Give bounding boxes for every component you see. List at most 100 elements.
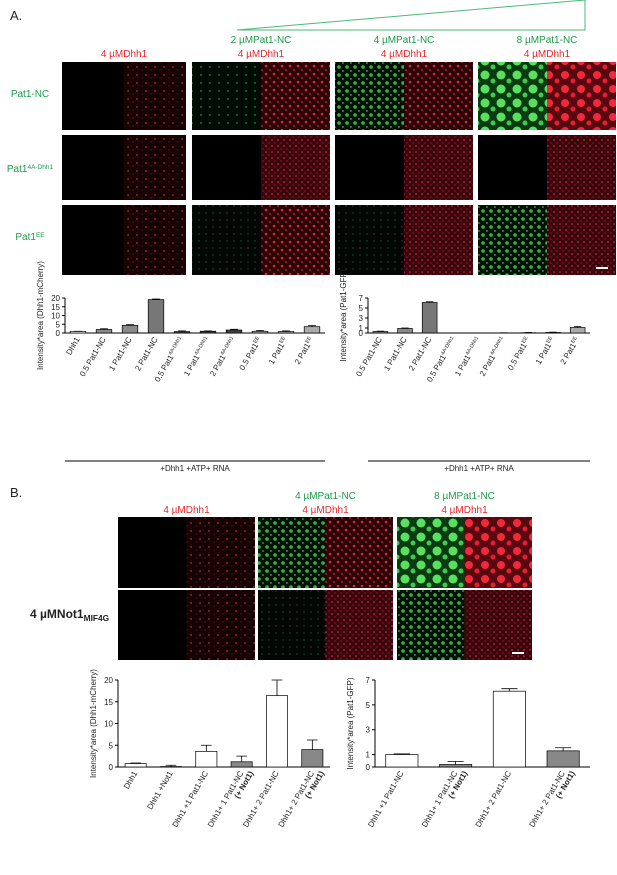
x-tick-label-sup: EE	[304, 335, 313, 344]
micrograph-green	[478, 205, 547, 275]
error-bar	[447, 761, 464, 765]
column-header: 4 µMDhh1	[381, 49, 428, 60]
bar	[95, 329, 113, 334]
error-bar	[401, 327, 409, 329]
x-tick-label: 1 Pat1-NC	[382, 335, 409, 372]
row-label-main: Pat1	[15, 232, 36, 243]
micrograph-green	[192, 205, 261, 275]
micrograph-green	[335, 135, 404, 200]
column-header: 4 µMPat1-NC	[295, 491, 356, 502]
x-tick-label-main: 2 Pat1-NC	[407, 335, 434, 372]
row-label: 4 µMNot1MIF4G	[30, 607, 109, 623]
column-header: 4 µMDhh1	[163, 505, 210, 516]
micrograph-green	[478, 62, 547, 130]
row-label-main: Pat1-NC	[11, 89, 49, 100]
x-tick-label-sup: 4A-Dhh1	[465, 335, 480, 356]
x-tick-label: 2 Pat14A-Dhh1	[478, 335, 508, 377]
x-tick-label-sup: EE	[278, 335, 287, 344]
error-bar	[307, 739, 318, 750]
error-bar	[393, 753, 410, 755]
x-tick-label-main: 2 Pat1-NC	[133, 335, 160, 372]
column-header: 4 µMDhh1	[524, 49, 571, 60]
y-tick-label: 1	[359, 324, 364, 333]
row-label-main: 4 µMNot1	[30, 607, 84, 621]
x-tick-label: 1 Pat1EE	[267, 335, 290, 366]
micrograph-green	[62, 205, 124, 275]
error-bar	[256, 329, 264, 332]
bar	[492, 690, 526, 768]
x-axis-label: +Dhh1 +ATP+ RNA	[444, 464, 514, 473]
x-tick-label: Dhh1	[64, 335, 82, 357]
micrograph-red	[124, 62, 186, 130]
y-tick-label: 10	[104, 720, 113, 729]
x-tick-label: 2 Pat14A-Dhh1	[208, 335, 238, 377]
x-tick-label: 0.5 Pat1EE	[238, 335, 264, 372]
x-tick-label: 0.5 Pat1-NC	[78, 335, 108, 378]
error-bar	[152, 298, 160, 300]
x-tick-label-sup: 4A-Dhh1	[220, 335, 235, 356]
x-tick-label-sup: 4A-Dhh1	[489, 335, 504, 356]
column-header: 4 µMDhh1	[101, 49, 148, 60]
micrograph-red	[464, 517, 532, 588]
row-label-sup: 4A-Dhh1	[27, 164, 53, 171]
column-header: 4 µMDhh1	[441, 505, 488, 516]
bar	[372, 331, 389, 334]
error-bar	[425, 301, 434, 303]
x-tick-label-sup: 4A-Dhh1	[440, 335, 455, 356]
x-tick-label-sup: EE	[545, 335, 554, 344]
x-tick-label-main: 2 Pat1	[293, 341, 313, 366]
micrograph-red	[325, 517, 393, 588]
x-tick-label-main: 1 Pat1-NC	[382, 335, 409, 372]
y-tick-label: 1	[366, 751, 371, 760]
y-axis-label: Intensity*area (Pat1-GFP)	[339, 269, 348, 361]
error-bar	[282, 330, 290, 332]
micrograph-green	[478, 135, 547, 200]
concentration-wedge	[236, 0, 586, 31]
error-bar	[308, 325, 316, 327]
x-tick-label-main: 0.5 Pat1-NC	[354, 335, 384, 378]
y-tick-label: 15	[51, 303, 60, 312]
bar	[195, 750, 218, 768]
bar	[385, 754, 419, 768]
x-tick-label-main: 1 Pat1	[534, 341, 554, 366]
row-label-main: Pat1	[7, 164, 28, 175]
x-tick-label-main: 2 Pat1	[559, 341, 579, 366]
micrograph-red	[547, 135, 616, 200]
x-tick-label: 2 Pat1-NC	[407, 335, 434, 372]
column-header: 4 µMDhh1	[302, 505, 349, 516]
y-tick-label: 5	[56, 320, 61, 329]
x-tick-label: 2 Pat1EE	[559, 335, 582, 366]
micrograph-green	[258, 590, 326, 660]
error-bar	[201, 744, 212, 752]
row-label-sub: MIF4G	[84, 613, 110, 623]
micrograph-green	[62, 62, 124, 130]
x-tick-label-main: 0.5 Pat1	[506, 341, 529, 372]
x-tick-label-sup: EE	[252, 335, 261, 344]
bar	[303, 326, 321, 334]
bar	[121, 324, 139, 334]
y-tick-label: 0	[109, 763, 114, 772]
x-tick-label: Dhh1 +1 Pat1-NC	[366, 769, 406, 829]
column-header: 8 µMPat1-NC	[434, 491, 495, 502]
bar	[199, 330, 217, 334]
y-tick-label: 15	[104, 698, 113, 707]
bar	[225, 329, 243, 334]
micrograph-red	[186, 517, 255, 588]
column-header: 2 µMPat1-NC	[231, 35, 292, 46]
x-tick-label-main: 1 Pat1	[453, 353, 473, 378]
x-tick-label-sup: 4A-Dhh1	[168, 335, 183, 356]
bar	[439, 764, 473, 768]
column-header: 4 µMDhh1	[238, 49, 285, 60]
y-tick-label: 3	[359, 314, 364, 323]
micrograph-green	[192, 135, 261, 200]
x-tick-label-main: 2 Pat1	[478, 353, 498, 378]
bar	[545, 332, 561, 334]
x-tick-label-main: 1 Pat1	[267, 341, 287, 366]
scale-bar	[596, 267, 608, 269]
y-tick-label: 5	[109, 741, 114, 750]
micrograph-red	[325, 590, 393, 660]
column-header: 8 µMPat1-NC	[517, 35, 578, 46]
y-axis-label: Intensity*area (Pat1-GFP)	[346, 677, 355, 769]
micrographs	[62, 62, 616, 660]
x-tick-label: Dhh1	[122, 769, 140, 791]
